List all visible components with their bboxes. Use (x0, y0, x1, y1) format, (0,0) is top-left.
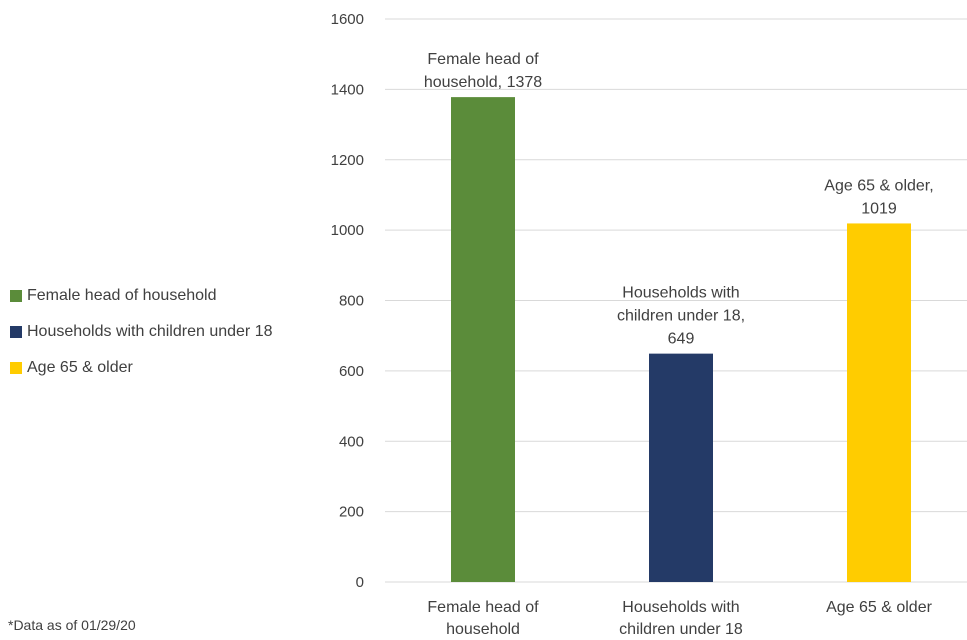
y-tick-label: 1000 (331, 222, 364, 239)
legend-swatch (10, 362, 22, 374)
bar (847, 223, 911, 582)
y-tick-label: 1400 (331, 81, 364, 98)
data-label: Female head of (427, 51, 539, 68)
data-labels: Female head of household, 1378 Households … (424, 51, 934, 348)
y-tick-label: 400 (339, 433, 364, 450)
legend-swatch (10, 326, 22, 338)
y-tick-label: 1200 (331, 152, 364, 169)
y-axis-ticks: 0 200 400 600 800 1000 1200 1400 1600 (331, 11, 364, 591)
legend-label: Age 65 & older (27, 359, 133, 376)
x-tick-label: household (446, 621, 520, 638)
legend: Female head of household Households with… (10, 278, 272, 386)
data-label: children under 18, (617, 308, 745, 325)
y-tick-label: 1600 (331, 11, 364, 28)
legend-item-female-head: Female head of household (10, 278, 272, 314)
data-label: household, 1378 (424, 74, 542, 91)
legend-item-age-65: Age 65 & older (10, 350, 272, 386)
y-tick-label: 0 (356, 574, 364, 591)
legend-label: Female head of household (27, 287, 217, 304)
x-tick-label: children under 18 (619, 621, 743, 638)
legend-item-households-children: Households with children under 18 (10, 314, 272, 350)
y-tick-label: 800 (339, 293, 364, 310)
y-tick-label: 600 (339, 363, 364, 380)
bar (451, 97, 515, 583)
x-tick-label: Female head of (427, 599, 539, 616)
x-tick-label: Households with (622, 599, 739, 616)
data-label: 1019 (861, 200, 897, 217)
x-axis-labels: Female head of household Households with ch… (427, 599, 932, 638)
legend-label: Households with children under 18 (27, 323, 273, 340)
footnote: *Data as of 01/29/20 (8, 617, 136, 633)
data-label: Households with (622, 285, 739, 302)
y-tick-label: 200 (339, 504, 364, 521)
x-tick-label: Age 65 & older (826, 599, 933, 616)
data-label: 649 (668, 331, 695, 348)
bars (451, 97, 911, 583)
legend-swatch (10, 290, 22, 302)
data-label: Age 65 & older, (824, 177, 933, 194)
bar (649, 353, 713, 582)
